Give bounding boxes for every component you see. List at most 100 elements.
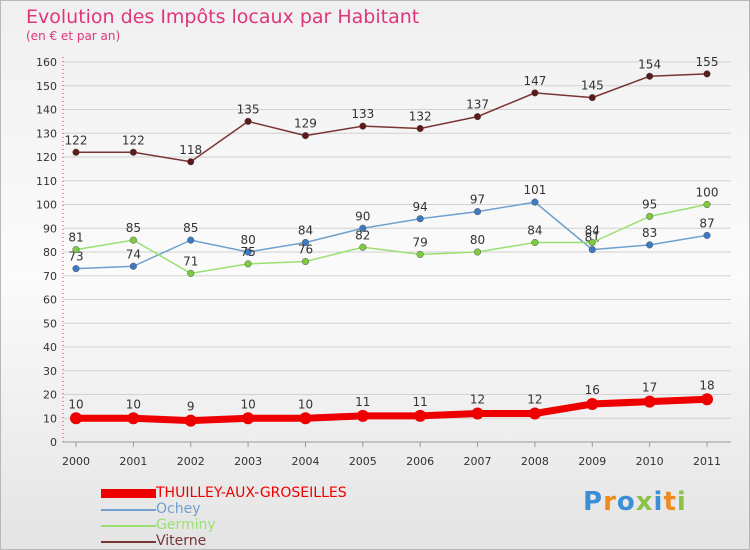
- y-tick-label: 120: [36, 151, 57, 164]
- data-point: [359, 122, 367, 130]
- legend-swatch: [101, 540, 156, 543]
- data-label: 129: [294, 117, 317, 131]
- logo-letter: r: [603, 487, 617, 517]
- logo-letter: P: [583, 487, 604, 517]
- data-point: [356, 409, 369, 422]
- data-label: 85: [126, 221, 141, 235]
- data-point: [588, 94, 596, 102]
- data-point: [416, 215, 424, 223]
- proxiti-logo: Proxiti: [583, 487, 687, 517]
- data-label: 83: [642, 226, 657, 240]
- legend-swatch: [101, 508, 156, 511]
- logo-letter: t: [663, 487, 677, 517]
- legend-item: THUILLEY-AUX-GROSEILLES: [101, 486, 347, 501]
- x-tick-label: 2002: [177, 455, 205, 468]
- chart-title: Evolution des Impôts locaux par Habitant: [26, 6, 420, 28]
- x-tick-label: 2011: [693, 455, 721, 468]
- data-label: 11: [355, 395, 370, 409]
- data-label: 11: [413, 395, 428, 409]
- y-tick-label: 60: [43, 294, 57, 307]
- x-tick-label: 2001: [119, 455, 147, 468]
- x-tick-label: 2005: [349, 455, 377, 468]
- data-label: 132: [409, 110, 432, 124]
- chart-subtitle: (en € et par an): [26, 29, 121, 43]
- data-point: [416, 124, 424, 133]
- x-tick-label: 2003: [234, 455, 262, 468]
- legend-label: Ochey: [156, 501, 201, 517]
- data-label: 74: [126, 247, 141, 261]
- logo-letter: o: [616, 487, 636, 517]
- data-label: 84: [527, 224, 542, 238]
- data-label: 87: [699, 216, 714, 230]
- data-point: [242, 412, 255, 425]
- data-label: 122: [122, 133, 145, 147]
- data-point: [187, 158, 195, 166]
- data-point: [701, 393, 713, 406]
- series-line: [75, 203, 708, 275]
- data-point: [359, 243, 367, 251]
- data-label: 100: [696, 186, 719, 200]
- data-point: [473, 248, 482, 256]
- data-label: 73: [68, 250, 83, 264]
- data-point: [703, 200, 711, 209]
- y-tick-label: 100: [36, 199, 57, 212]
- data-label: 84: [585, 224, 600, 238]
- y-tick-label: 150: [36, 80, 57, 93]
- data-label: 76: [298, 243, 313, 257]
- data-label: 9: [187, 400, 195, 414]
- data-point: [646, 241, 654, 249]
- data-label: 145: [581, 79, 604, 93]
- legend-item: Ochey: [101, 502, 201, 517]
- y-tick-label: 10: [43, 412, 57, 425]
- data-point: [301, 132, 310, 140]
- data-label: 101: [523, 183, 546, 197]
- data-point: [588, 246, 596, 254]
- data-point: [643, 395, 656, 408]
- data-label: 10: [298, 397, 313, 411]
- x-tick-label: 2010: [636, 455, 664, 468]
- data-point: [703, 70, 711, 78]
- data-point: [187, 236, 195, 244]
- data-point: [70, 412, 82, 425]
- logo-letter: i: [676, 487, 687, 517]
- data-point: [531, 198, 539, 206]
- data-point: [299, 412, 312, 425]
- data-point: [586, 398, 599, 410]
- data-point: [703, 231, 711, 239]
- y-tick-label: 160: [36, 56, 57, 69]
- data-label: 75: [240, 245, 255, 259]
- data-label: 90: [355, 209, 370, 223]
- data-point: [588, 238, 596, 247]
- data-label: 12: [470, 393, 485, 407]
- data-point: [528, 407, 541, 420]
- y-tick-label: 130: [36, 127, 57, 140]
- data-point: [646, 212, 654, 220]
- series-line: [75, 73, 708, 163]
- data-label: 81: [68, 231, 83, 245]
- data-point: [244, 117, 252, 125]
- data-point: [531, 89, 539, 97]
- data-point: [129, 262, 137, 270]
- data-point: [184, 414, 197, 427]
- data-point: [72, 148, 80, 156]
- data-point: [473, 208, 482, 216]
- logo-letter: i: [653, 487, 664, 517]
- data-point: [244, 260, 252, 268]
- data-label: 133: [351, 107, 374, 121]
- data-label: 118: [179, 143, 202, 157]
- data-label: 80: [470, 233, 485, 247]
- data-label: 79: [413, 235, 428, 249]
- data-label: 147: [523, 74, 546, 88]
- y-tick-label: 30: [43, 365, 57, 378]
- data-label: 85: [183, 221, 198, 235]
- legend-label: THUILLEY-AUX-GROSEILLES: [156, 485, 347, 501]
- data-label: 17: [642, 381, 657, 395]
- logo-letter: x: [635, 487, 654, 517]
- x-tick-label: 2000: [62, 455, 90, 468]
- data-point: [531, 238, 539, 247]
- data-point: [301, 257, 310, 266]
- series-line: [72, 395, 711, 425]
- data-label: 95: [642, 197, 657, 211]
- data-label: 80: [240, 233, 255, 247]
